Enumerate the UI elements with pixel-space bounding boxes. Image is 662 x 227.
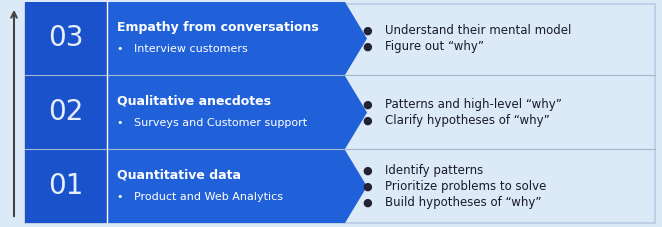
Text: ●: ●: [362, 182, 372, 192]
Text: ●: ●: [362, 165, 372, 175]
Bar: [25, 76, 107, 149]
Text: 03: 03: [48, 25, 84, 52]
Polygon shape: [107, 150, 367, 223]
Text: Quantitative data: Quantitative data: [117, 169, 241, 182]
Text: Understand their mental model: Understand their mental model: [385, 24, 571, 37]
Text: ●: ●: [362, 116, 372, 126]
Text: ●: ●: [362, 99, 372, 109]
FancyBboxPatch shape: [25, 4, 655, 223]
Text: Build hypotheses of “why”: Build hypotheses of “why”: [385, 196, 542, 209]
Text: Prioritize problems to solve: Prioritize problems to solve: [385, 180, 546, 193]
Text: ●: ●: [362, 197, 372, 207]
Bar: [25, 150, 107, 223]
Text: •   Surveys and Customer support: • Surveys and Customer support: [117, 118, 307, 128]
Polygon shape: [107, 76, 367, 149]
Text: Patterns and high-level “why”: Patterns and high-level “why”: [385, 98, 562, 111]
Text: ●: ●: [362, 42, 372, 52]
Text: Empathy from conversations: Empathy from conversations: [117, 21, 318, 34]
Text: 01: 01: [48, 173, 83, 200]
Text: Clarify hypotheses of “why”: Clarify hypotheses of “why”: [385, 114, 549, 127]
Text: ●: ●: [362, 25, 372, 35]
Text: 02: 02: [48, 99, 83, 126]
Text: Qualitative anecdotes: Qualitative anecdotes: [117, 95, 271, 108]
Text: Figure out “why”: Figure out “why”: [385, 40, 484, 53]
Text: •   Product and Web Analytics: • Product and Web Analytics: [117, 192, 283, 202]
Text: Identify patterns: Identify patterns: [385, 164, 483, 177]
Text: •   Interview customers: • Interview customers: [117, 44, 248, 54]
Bar: [25, 2, 107, 75]
Polygon shape: [107, 2, 367, 75]
